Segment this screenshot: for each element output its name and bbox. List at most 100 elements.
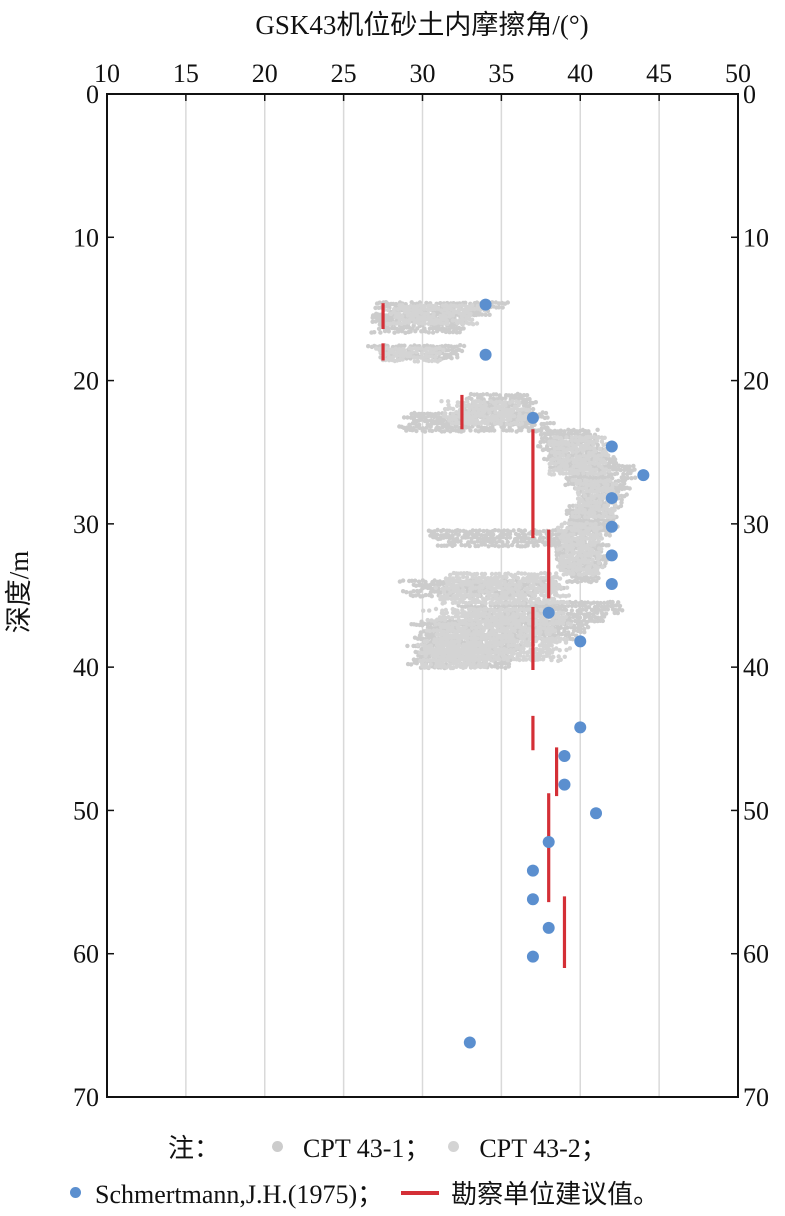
cpt-2-point xyxy=(466,411,471,416)
cpt-2-point xyxy=(484,639,489,644)
cpt-2-point xyxy=(553,461,558,467)
cpt-2-point xyxy=(475,617,480,622)
cpt-2-point xyxy=(488,653,493,658)
cpt-1-point xyxy=(571,628,577,633)
cpt-1-point xyxy=(400,578,406,583)
cpt-2-point xyxy=(440,646,446,651)
cpt-1-point xyxy=(570,631,575,637)
cpt-1-point xyxy=(488,393,493,398)
cpt-2-point xyxy=(611,514,617,519)
cpt-1-point xyxy=(435,527,440,533)
cpt-2-point xyxy=(424,350,429,355)
cpt-2-point xyxy=(557,610,563,615)
cpt-2-point xyxy=(574,449,579,455)
cpt-2-point xyxy=(514,624,519,630)
y-tick-label-right-1: 10 xyxy=(743,223,769,252)
cpt-2-point xyxy=(452,621,458,626)
cpt-1-point xyxy=(612,457,618,462)
x-tick-label-1: 15 xyxy=(173,59,199,88)
cpt-2-point xyxy=(435,654,440,659)
cpt-1-point xyxy=(457,528,463,534)
cpt-2-point xyxy=(576,438,581,444)
cpt-2-point xyxy=(537,643,543,648)
cpt-2-point xyxy=(568,532,573,537)
cpt-1-point xyxy=(441,527,446,533)
cpt-1-point xyxy=(501,528,507,533)
cpt-1-point xyxy=(627,486,632,491)
x-tick-label-8: 50 xyxy=(725,59,751,88)
cpt-1-point xyxy=(422,585,427,590)
cpt-2-point xyxy=(598,500,603,505)
cpt-2-point xyxy=(518,606,524,612)
cpt-1-point xyxy=(631,463,636,469)
schmertmann-point-17 xyxy=(526,893,539,906)
cpt-1-point xyxy=(579,599,584,605)
cpt-2-point xyxy=(492,406,498,412)
cpt-1-point xyxy=(614,603,619,608)
cpt-2-point xyxy=(509,639,514,644)
cpt-2-point xyxy=(517,596,523,601)
cpt-1-point xyxy=(544,457,550,462)
cpt-2-point xyxy=(599,546,604,552)
cpt-2-point xyxy=(537,656,543,662)
cpt-2-point xyxy=(480,585,485,590)
cpt-2-point xyxy=(431,628,436,633)
cpt-1-point xyxy=(455,355,460,360)
cpt-2-point xyxy=(525,650,530,655)
cpt-1-point xyxy=(500,540,505,545)
cpt-1-point xyxy=(559,631,564,637)
cpt-2-point xyxy=(547,441,552,447)
cpt-1-point xyxy=(442,417,447,423)
cpt-2-point xyxy=(464,316,469,322)
cpt-2-point xyxy=(555,600,560,605)
schmertmann-point-11 xyxy=(574,721,587,734)
cpt-2-point xyxy=(433,585,438,590)
cpt-2-point xyxy=(441,316,446,322)
cpt-1-point xyxy=(506,544,511,549)
cpt-2-point xyxy=(576,510,582,515)
cpt-2-point xyxy=(476,593,482,598)
cpt-1-point xyxy=(617,603,623,609)
schmertmann-point-2 xyxy=(526,411,539,424)
cpt-2-point xyxy=(524,629,529,634)
cpt-2-point xyxy=(478,607,483,612)
cpt-1-point xyxy=(432,589,437,594)
cpt-2-band-0 xyxy=(382,303,487,327)
cpt-1-point xyxy=(618,467,623,473)
cpt-2-point xyxy=(574,481,579,486)
cpt-1-point xyxy=(579,578,584,584)
cpt-1-point xyxy=(429,594,434,599)
cpt-2-point xyxy=(569,438,574,443)
cpt-1-point xyxy=(569,431,574,436)
cpt-2-point xyxy=(421,608,426,613)
cpt-1-point xyxy=(392,330,397,335)
cpt-2-point xyxy=(450,615,455,621)
cpt-2-point xyxy=(445,306,450,312)
cpt-2-point xyxy=(598,496,603,501)
cpt-2-point xyxy=(433,664,438,669)
cpt-2-point xyxy=(560,539,566,544)
cpt-2-point xyxy=(570,564,576,569)
cpt-2-point xyxy=(483,664,488,670)
cpt-2-point xyxy=(585,543,590,548)
schmertmann-point-15 xyxy=(542,835,555,848)
cpt-1-point xyxy=(447,536,452,541)
cpt-2-point xyxy=(599,453,604,458)
cpt-2-point xyxy=(397,317,402,322)
cpt-2-point xyxy=(505,596,510,601)
cpt-2-point xyxy=(467,407,472,412)
cpt-2-point xyxy=(557,621,562,626)
cpt-2-point xyxy=(411,355,417,360)
cpt-2-point xyxy=(572,470,577,476)
cpt-2-point xyxy=(614,482,619,487)
cpt-2-point xyxy=(455,403,460,408)
y-tick-label-right-5: 50 xyxy=(743,796,769,825)
cpt-2-point xyxy=(396,311,402,316)
schmertmann-point-9 xyxy=(542,606,555,619)
cpt-2-point xyxy=(450,318,455,323)
cpt-2-point xyxy=(510,633,515,638)
cpt-2-point xyxy=(495,417,500,422)
legend-label-schmertmann: Schmertmann,J.H.(1975)； xyxy=(95,1180,384,1209)
cpt-2-point xyxy=(543,639,548,644)
schmertmann-point-13 xyxy=(558,778,571,791)
